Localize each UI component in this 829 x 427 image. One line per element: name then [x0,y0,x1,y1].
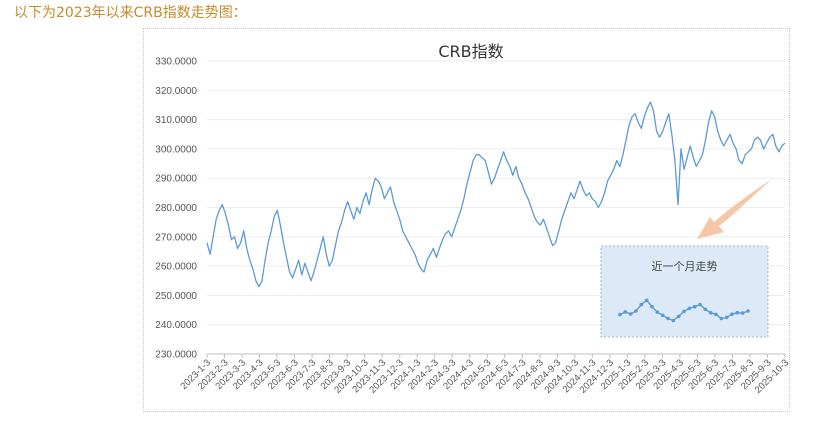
inset-point [650,304,654,309]
inset-point [634,309,638,313]
inset-point [671,318,676,323]
recent-month-inset: 近一个月走势 [600,245,769,338]
inset-point [639,302,644,307]
chart-title: CRB指数 [438,42,503,61]
inset-series [618,298,750,323]
inset-point [655,310,660,314]
inset-point [719,316,724,321]
main-series [206,101,786,288]
callout-arrow [697,179,772,239]
y-tick-label: 280.0000 [155,203,197,214]
intro-text: 以下为2023年以来CRB指数走势图： [14,5,247,21]
inset-point [618,312,622,317]
inset-point [708,310,713,315]
inset-point [703,307,708,312]
y-tick-label: 230.0000 [155,350,197,361]
inset-point [666,316,670,321]
chart-container: CRB指数 230.0000 240.0000 250.0000 260.0000 27… [143,28,791,412]
y-tick-label: 300.0000 [155,144,197,155]
y-tick-label: 330.0000 [155,57,197,68]
inset-title: 近一个月走势 [652,260,718,273]
inset-point [714,312,718,317]
inset-point [623,310,628,314]
crb-index-chart: CRB指数 230.0000 240.0000 250.0000 260.0000 27… [155,42,791,396]
inset-point [692,304,697,309]
y-tick-label: 260.0000 [155,262,197,273]
inset-point [687,306,692,311]
crb-line [206,101,786,288]
y-tick-label: 290.0000 [155,174,197,185]
arrow-shape [697,179,772,239]
inset-point [676,314,681,319]
inset-point [740,311,745,315]
inset-point [730,312,734,317]
y-tick-label: 250.0000 [155,291,197,302]
inset-point [746,309,750,313]
inset-point [735,310,740,315]
grid-lines [207,60,785,355]
inset-point [628,312,633,316]
inset-point [660,313,665,318]
inset-point [698,302,702,307]
y-tick-label: 240.0000 [155,320,197,331]
y-axis-ticks: 230.0000 240.0000 250.0000 260.0000 270.0000… [155,57,197,361]
inset-point [644,298,649,303]
inset-background [600,245,769,338]
y-tick-label: 270.0000 [155,232,197,243]
x-axis-ticks: 2023-1-32023-2-32023-3-32023-4-32023-5-3… [178,354,791,396]
inset-point [682,309,686,314]
y-tick-label: 310.0000 [155,115,197,126]
inset-point [724,315,729,320]
y-tick-label: 320.0000 [155,86,197,97]
